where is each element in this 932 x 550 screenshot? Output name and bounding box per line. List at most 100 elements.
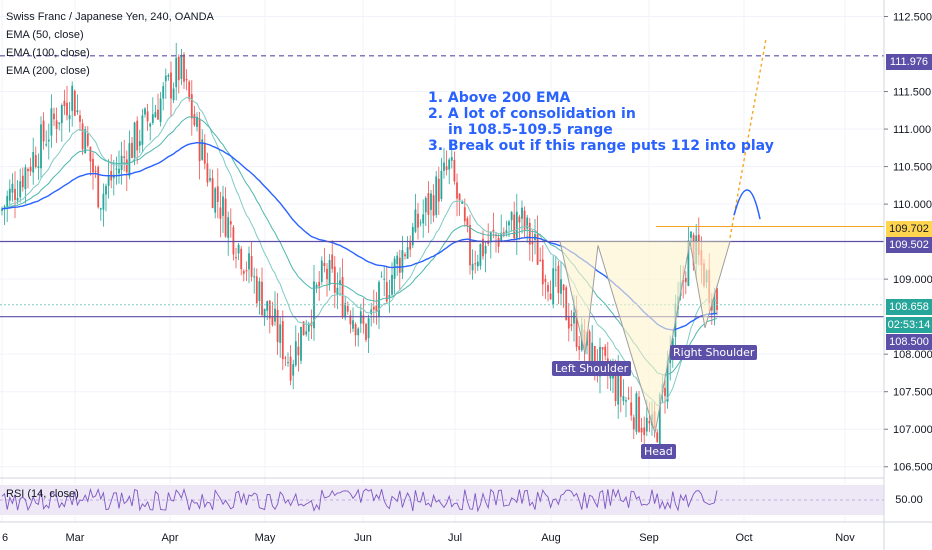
x-tick-label: Jun xyxy=(354,532,372,544)
candle-body xyxy=(424,197,427,213)
candle-body xyxy=(123,156,126,158)
candle-body xyxy=(315,284,318,287)
candle-body xyxy=(666,359,669,402)
candle-body xyxy=(222,196,224,216)
candle-body xyxy=(632,417,635,430)
candle-body xyxy=(341,277,344,317)
note-line-1: 1. Above 200 EMA xyxy=(428,90,571,106)
candle-body xyxy=(209,178,211,181)
candle-body xyxy=(638,396,640,432)
candle-body xyxy=(271,316,274,326)
candle-body xyxy=(372,306,375,310)
x-tick-label: Apr xyxy=(161,532,178,544)
candle-body xyxy=(128,143,131,177)
candle-body xyxy=(253,276,256,278)
candle-body xyxy=(500,232,503,243)
candle-body xyxy=(250,256,253,277)
candle-body xyxy=(118,168,120,174)
candle-body xyxy=(287,362,289,364)
candle-body xyxy=(393,258,396,279)
candle-body xyxy=(318,281,321,287)
candle-body xyxy=(453,159,456,182)
candle-body xyxy=(354,324,357,336)
candle-body xyxy=(604,346,607,356)
candle-body xyxy=(84,129,87,154)
x-tick-label: Nov xyxy=(835,532,855,544)
candle-body xyxy=(362,315,365,324)
candle-body xyxy=(346,306,349,312)
candle-body xyxy=(458,193,461,201)
candle-body xyxy=(24,167,27,190)
candle-body xyxy=(562,284,565,291)
candle-body xyxy=(352,320,354,329)
x-tick-label: Mar xyxy=(66,532,85,544)
candle-body xyxy=(40,124,42,169)
candle-body xyxy=(16,197,19,201)
candle-body xyxy=(515,211,518,239)
candle-body xyxy=(68,115,71,120)
right-shoulder-label: Right Shoulder xyxy=(670,345,758,360)
rsi-line xyxy=(1,487,718,513)
candle-body xyxy=(396,255,399,265)
candle-body xyxy=(690,231,692,238)
candle-body xyxy=(63,100,66,107)
candle-body xyxy=(320,260,323,282)
candle-body xyxy=(544,279,547,282)
candle-body xyxy=(97,166,100,208)
candle-body xyxy=(409,242,412,250)
candle-body xyxy=(419,222,422,224)
candle-body xyxy=(34,155,37,167)
candle-body xyxy=(32,151,35,173)
candle-body xyxy=(339,280,341,285)
candle-body xyxy=(47,139,50,142)
candle-body xyxy=(492,229,495,232)
candle-body xyxy=(190,94,193,119)
y-tick-label: 107.000 xyxy=(893,424,932,436)
candle-body xyxy=(42,120,45,142)
candle-body xyxy=(435,176,438,215)
candle-body xyxy=(19,181,22,198)
candle-body xyxy=(578,346,581,350)
candle-body xyxy=(336,287,339,296)
candle-body xyxy=(445,166,448,170)
candle-body xyxy=(232,227,235,255)
chart-legend: Swiss Franc / Japanese Yen, 240, OANDA E… xyxy=(6,8,214,80)
x-tick-label: Sep xyxy=(639,532,659,544)
candle-body xyxy=(549,293,552,300)
candle-body xyxy=(471,263,474,271)
candle-body xyxy=(305,331,308,335)
candle-body xyxy=(437,178,440,202)
candle-body xyxy=(55,120,58,129)
candle-body xyxy=(307,323,310,332)
y-tick-label: 107.500 xyxy=(893,387,932,399)
candle-body xyxy=(370,309,373,315)
candle-body xyxy=(575,309,578,348)
candle-body xyxy=(401,250,404,273)
candle-body xyxy=(58,122,61,124)
candle-body xyxy=(479,243,482,266)
rsi-value-label: 50.00 xyxy=(895,494,923,506)
x-tick-label: 6 xyxy=(2,532,8,544)
candle-body xyxy=(331,254,334,269)
candle-body xyxy=(266,301,269,311)
candle-body xyxy=(281,321,284,360)
candle-body xyxy=(648,420,651,424)
candle-body xyxy=(8,188,11,201)
candle-body xyxy=(474,263,477,265)
candle-body xyxy=(99,208,102,210)
price-tag-109502: 109.502 xyxy=(886,237,932,253)
candle-body xyxy=(92,158,94,173)
candle-body xyxy=(255,276,258,304)
candle-body xyxy=(508,221,510,226)
candle-body xyxy=(497,237,500,247)
candle-body xyxy=(297,346,300,356)
x-tick-label: Jul xyxy=(448,532,462,544)
candle-body xyxy=(216,186,219,202)
candle-body xyxy=(177,56,180,81)
candle-body xyxy=(427,193,430,215)
candle-body xyxy=(565,287,568,321)
candle-body xyxy=(630,402,633,416)
candle-body xyxy=(245,270,248,272)
